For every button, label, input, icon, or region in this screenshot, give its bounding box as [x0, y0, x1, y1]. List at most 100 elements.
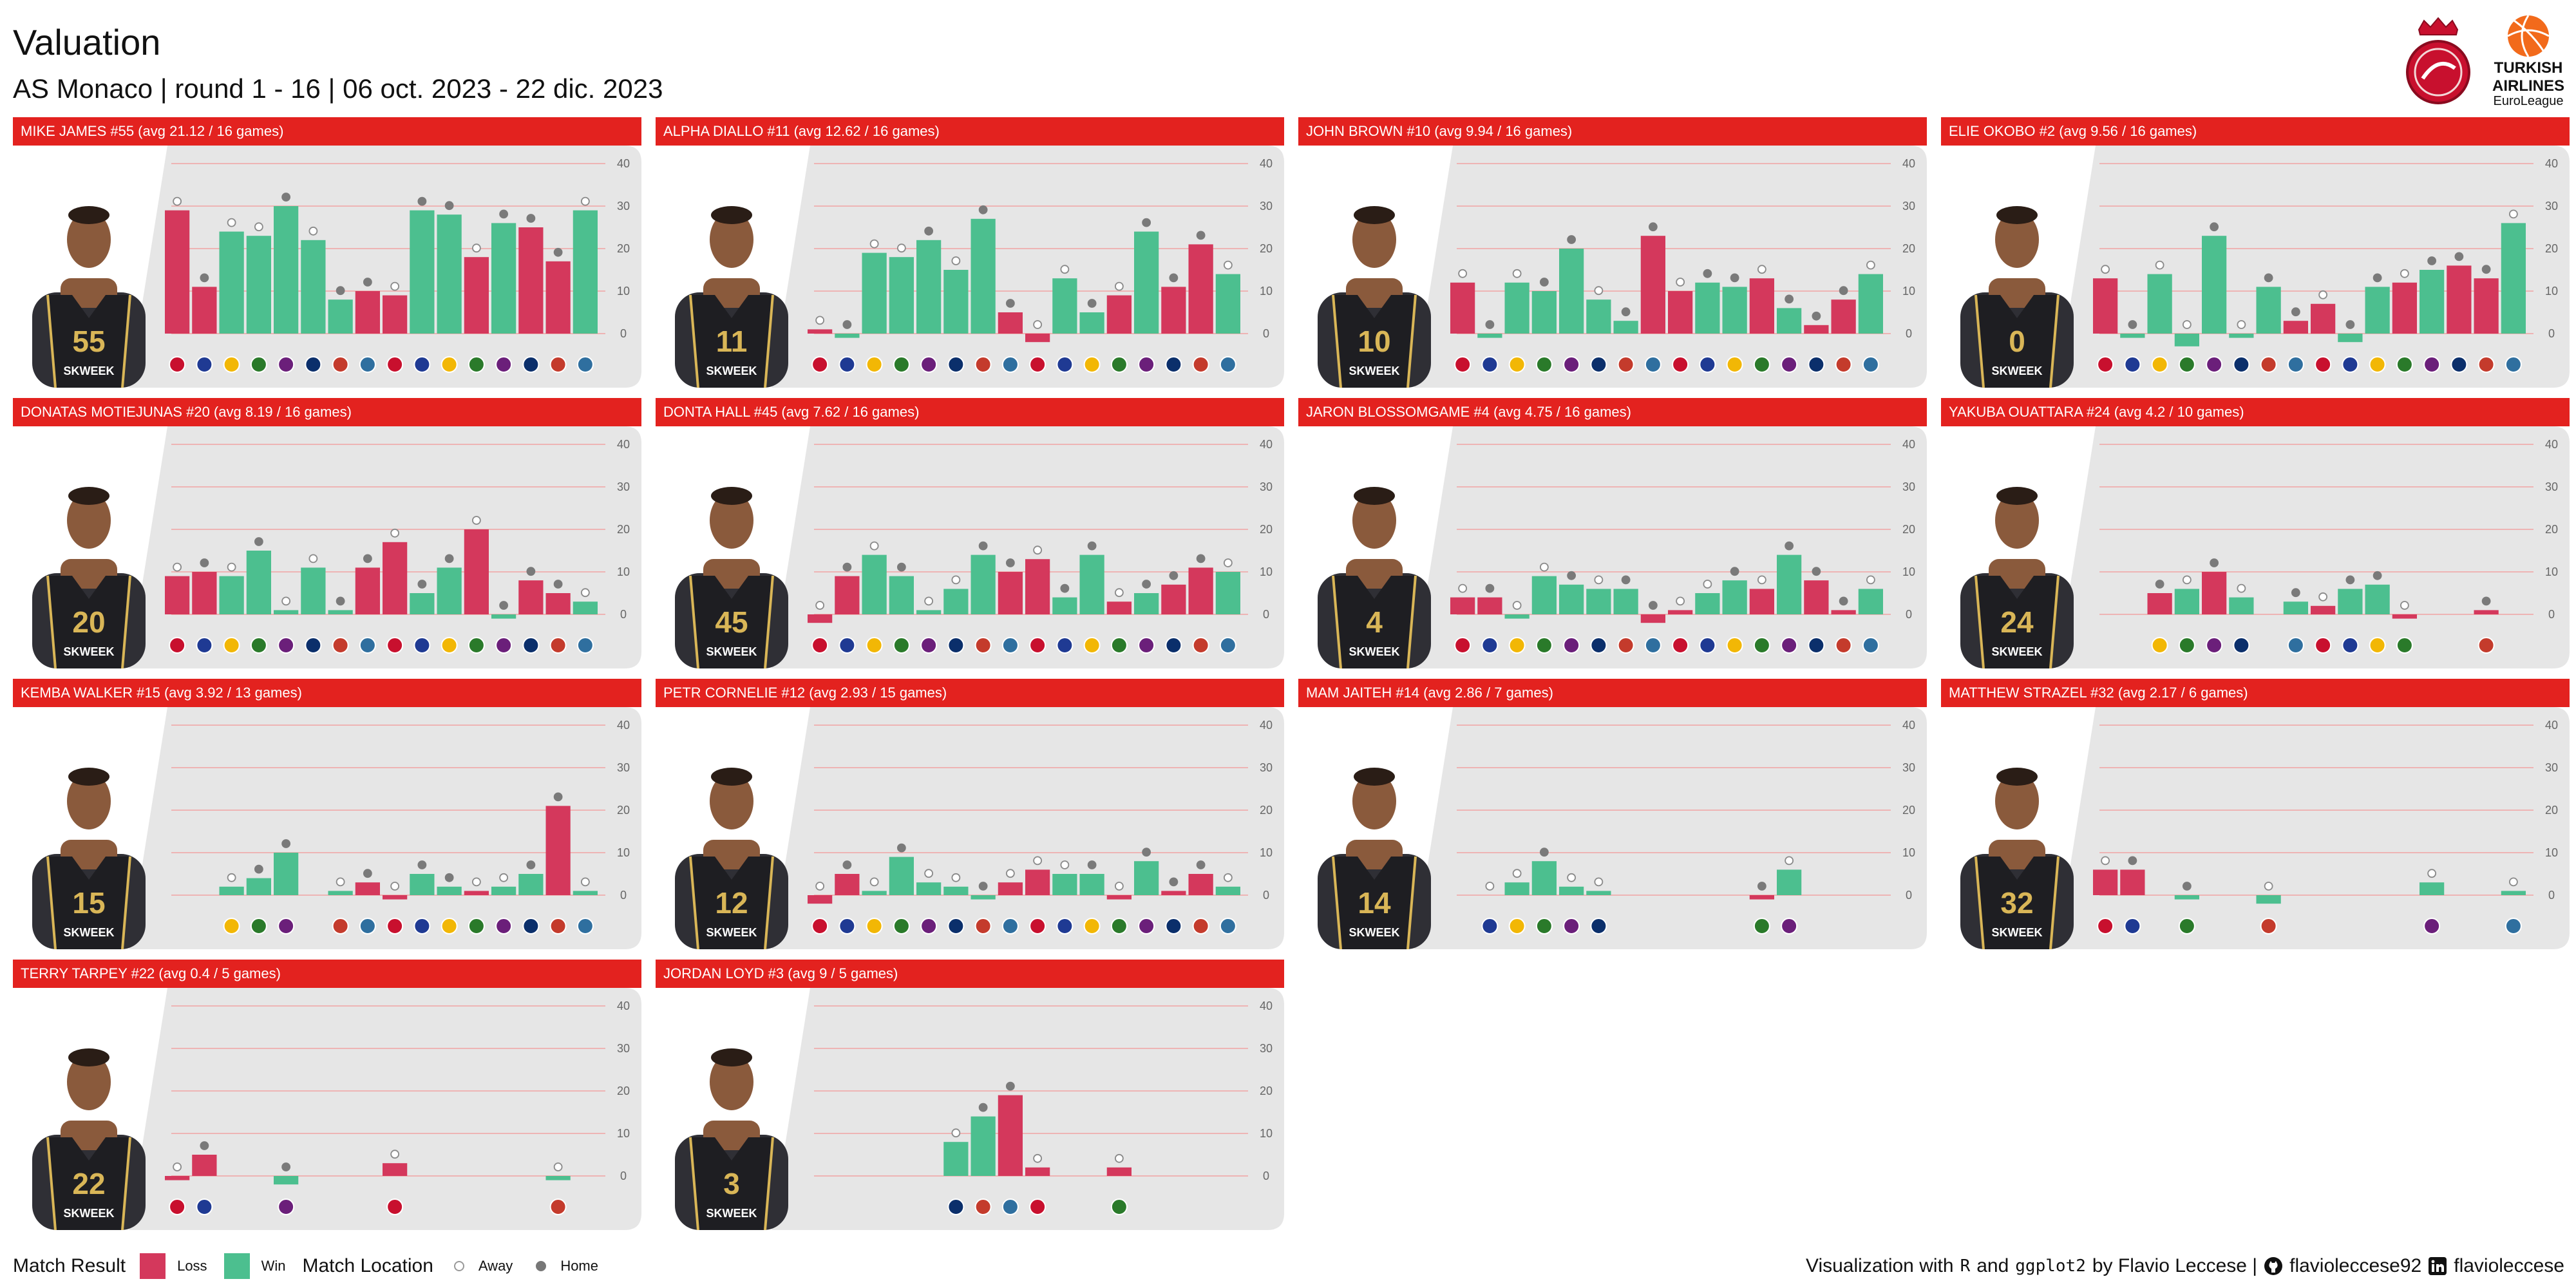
credit-linkedin[interactable]: flavioleccese [2454, 1255, 2564, 1276]
github-icon [2264, 1257, 2283, 1275]
away-marker [1033, 856, 1043, 866]
opponent-crest-icon [1481, 637, 1499, 654]
player-valuation-chart: 0 10 20 30 40 0 SKWEEK [1960, 146, 2570, 388]
home-marker [200, 1141, 209, 1150]
away-marker [499, 873, 509, 882]
bar-valuation [2229, 334, 2254, 338]
home-marker [1757, 882, 1766, 891]
away-marker [2155, 260, 2164, 270]
bar-valuation [1586, 299, 1611, 334]
opponent-crest-icon [947, 356, 965, 373]
bar-valuation [916, 882, 942, 895]
away-marker [1567, 873, 1577, 882]
bar-valuation [1559, 249, 1584, 334]
bar-valuation [518, 227, 544, 334]
away-marker [471, 243, 481, 253]
home-marker [1621, 575, 1631, 585]
bar-valuation [383, 542, 408, 614]
opponent-crest-icon [974, 637, 992, 654]
bar-valuation [2093, 869, 2118, 895]
home-marker [1812, 311, 1821, 321]
opponent-crest-icon [250, 637, 267, 654]
opponent-crest-icon [278, 1198, 295, 1215]
home-marker [336, 596, 345, 606]
opponent-crest-icon [2178, 918, 2195, 934]
opponent-crest-icon [223, 637, 240, 654]
bar-valuation [1134, 861, 1159, 895]
opponent-crest-icon [1672, 637, 1689, 654]
bar-valuation [2120, 869, 2145, 895]
bar-valuation [2229, 597, 2254, 614]
opponent-crest-icon [974, 1198, 992, 1215]
bar-valuation [971, 218, 996, 334]
opponent-crest-icon [495, 637, 513, 654]
away-marker [1757, 265, 1766, 274]
home-marker [363, 554, 372, 564]
opponent-crest-icon [1617, 637, 1634, 654]
y-tick-label: 40 [1902, 157, 1915, 170]
player-panel: DONTA HALL #45 (avg 7.62 / 16 games) 0 10 2… [656, 398, 1284, 668]
bar-valuation [301, 240, 326, 334]
opponent-crest-icon [1138, 637, 1155, 654]
bar-valuation [464, 257, 489, 334]
bar-valuation [328, 891, 353, 895]
jersey-number: 20 [72, 605, 105, 639]
away-marker [1676, 596, 1685, 606]
opponent-crest-icon [1110, 1198, 1128, 1215]
chart-header: Valuation AS Monaco | round 1 - 16 | 06 … [13, 24, 663, 104]
bar-valuation [889, 576, 914, 614]
y-tick-label: 0 [1263, 1170, 1269, 1182]
away-marker [1033, 1153, 1043, 1163]
bar-valuation [1161, 584, 1186, 614]
jersey-number: 24 [2000, 605, 2034, 639]
away-marker [1512, 269, 1522, 278]
away-marker [1458, 269, 1468, 278]
opponent-crest-icon [1219, 918, 1236, 934]
y-tick-label: 40 [1902, 719, 1915, 732]
bar-valuation [491, 614, 516, 619]
opponent-crest-icon [576, 637, 594, 654]
away-marker [1005, 869, 1015, 878]
bar-valuation [518, 874, 544, 895]
bar-valuation [2147, 274, 2172, 334]
y-tick-label: 30 [1902, 480, 1915, 493]
opponent-crest-icon [1481, 918, 1499, 934]
player-photo: 32 SKWEEK [1960, 768, 2074, 949]
bar-valuation [573, 891, 598, 895]
bar-valuation [1531, 291, 1557, 334]
opponent-crest-icon [278, 356, 295, 373]
bar-valuation [165, 576, 190, 614]
opponent-crest-icon [1753, 637, 1770, 654]
opponent-crest-icon [1110, 637, 1128, 654]
bar-valuation [2311, 303, 2336, 334]
player-panel-body: 0 10 20 30 40 32 SKWEEK [1941, 707, 2570, 949]
y-tick-label: 30 [2545, 761, 2558, 774]
linkedin-icon [2429, 1257, 2447, 1275]
away-marker [580, 196, 590, 206]
y-tick-label: 40 [2545, 719, 2558, 732]
credit-github[interactable]: flavioleccese92 [2289, 1255, 2422, 1276]
bar-valuation [1106, 601, 1132, 614]
home-marker [978, 882, 988, 891]
y-tick-label: 20 [2545, 804, 2558, 817]
opponent-crest-icon [440, 637, 458, 654]
y-tick-label: 0 [1263, 327, 1269, 340]
opponent-crest-icon [440, 356, 458, 373]
bar-valuation [410, 593, 435, 614]
bar-valuation [1106, 295, 1132, 334]
legend-result-title: Match Result [13, 1255, 126, 1276]
player-panel-body: 0 10 20 30 40 3 SKWEEK [656, 988, 1284, 1230]
opponent-crest-icon [386, 637, 404, 654]
away-marker [1223, 558, 1233, 567]
y-tick-label: 30 [1260, 200, 1273, 213]
home-marker [1087, 860, 1097, 869]
opponent-crest-icon [468, 356, 485, 373]
basketball-icon [2507, 15, 2550, 57]
home-marker [896, 562, 906, 572]
opponent-crest-icon [332, 637, 349, 654]
player-panel-body: 0 10 20 30 40 24 SKWEEK [1941, 426, 2570, 668]
jersey-sponsor: SKWEEK [706, 645, 757, 658]
player-panel-title: JORDAN LOYD #3 (avg 9 / 5 games) [656, 960, 1284, 988]
bar-valuation [1025, 1167, 1050, 1176]
bar-valuation [2501, 891, 2526, 895]
